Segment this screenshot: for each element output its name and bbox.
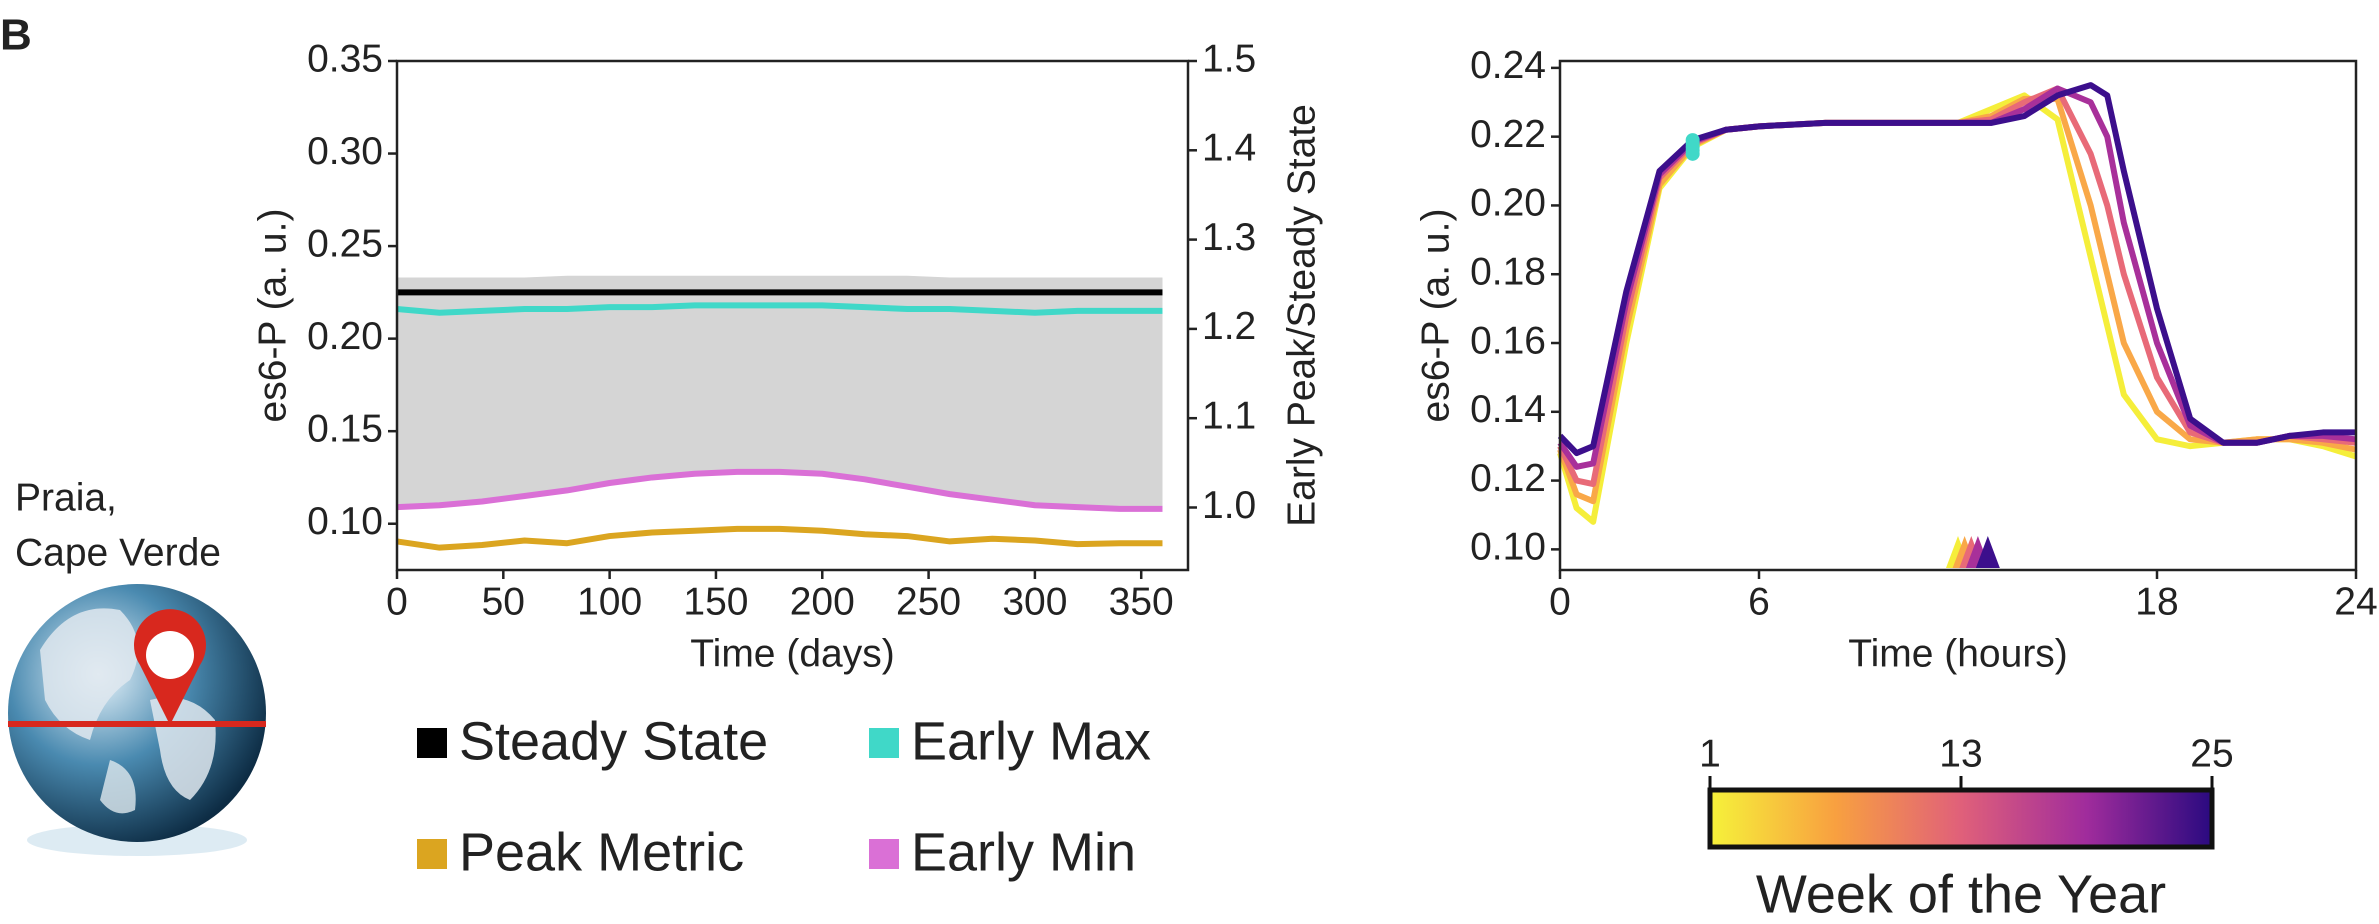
series-line (1557, 85, 2357, 488)
y2-axis-label: Early Peak/Steady State (1280, 104, 1323, 527)
series-line (396, 525, 1163, 551)
y2-tick-label: 1.0 (1202, 484, 1256, 527)
y-tick-label: 0.12 (1470, 457, 1546, 500)
legend-label: Steady State (459, 711, 768, 771)
legend-label: Early Max (911, 711, 1151, 771)
series-line (1557, 85, 2357, 470)
y-tick-label: 0.10 (307, 500, 383, 543)
y2-tick-label: 1.5 (1202, 37, 1256, 80)
legend-swatch (869, 728, 899, 758)
location-line: Cape Verde (15, 531, 221, 574)
y2-tick-label: 1.3 (1202, 216, 1256, 259)
x-tick-label: 6 (1748, 580, 1770, 623)
colorbar (1707, 787, 2215, 850)
y2-tick-label: 1.4 (1202, 127, 1256, 170)
colorbar-tick-label: 13 (1939, 732, 1982, 775)
legend-swatch (869, 839, 899, 869)
y-tick-label: 0.18 (1470, 251, 1546, 294)
globe-icon (8, 584, 266, 856)
panel-label: B (0, 11, 32, 60)
x-tick-label: 300 (1002, 580, 1067, 623)
x-tick-label: 24 (2334, 580, 2377, 623)
y-axis-label: es6-P (a. u.) (251, 209, 294, 423)
y-tick-label: 0.10 (1470, 526, 1546, 569)
x-tick-label: 0 (1549, 580, 1571, 623)
y-tick-label: 0.15 (307, 407, 383, 450)
series-line (396, 468, 1163, 512)
y-tick-label: 0.30 (307, 130, 383, 173)
x-tick-label: 350 (1109, 580, 1174, 623)
range-band (397, 275, 1163, 509)
x-axis-label: Time (hours) (1848, 632, 2068, 675)
y-tick-label: 0.35 (307, 37, 383, 80)
colorbar-tick-label: 25 (2190, 732, 2233, 775)
early-max-marker (1685, 133, 1700, 148)
x-tick-label: 100 (577, 580, 642, 623)
x-axis-label: Time (days) (690, 632, 894, 675)
location-line: Praia, (15, 476, 117, 519)
peak-marker (1975, 536, 2000, 568)
plot-frame (1558, 59, 2358, 572)
y-tick-label: 0.20 (307, 315, 383, 358)
y-tick-label: 0.22 (1470, 113, 1546, 156)
legend-swatch (417, 839, 447, 869)
y-tick-label: 0.14 (1470, 388, 1546, 431)
x-tick-label: 18 (2135, 580, 2178, 623)
legend-label: Early Min (911, 822, 1136, 882)
y-tick-label: 0.16 (1470, 319, 1546, 362)
x-tick-label: 250 (896, 580, 961, 623)
series-line (1557, 82, 2356, 457)
y-tick-label: 0.20 (1470, 182, 1546, 225)
x-tick-label: 150 (683, 580, 748, 623)
colorbar-tick-label: 1 (1699, 732, 1721, 775)
legend-swatch (417, 728, 447, 758)
colorbar-label: Week of the Year (1756, 864, 2166, 924)
y-tick-label: 0.25 (307, 222, 383, 265)
plot-frame (395, 59, 1190, 572)
y-axis-label: es6-P (a. u.) (1414, 209, 1457, 423)
y2-tick-label: 1.2 (1202, 305, 1256, 348)
y-tick-label: 0.24 (1470, 44, 1546, 87)
x-tick-label: 200 (790, 580, 855, 623)
y2-tick-label: 1.1 (1202, 394, 1256, 437)
x-tick-label: 50 (482, 580, 525, 623)
x-tick-label: 0 (386, 580, 408, 623)
legend-label: Peak Metric (459, 822, 744, 882)
series-line (396, 302, 1163, 316)
